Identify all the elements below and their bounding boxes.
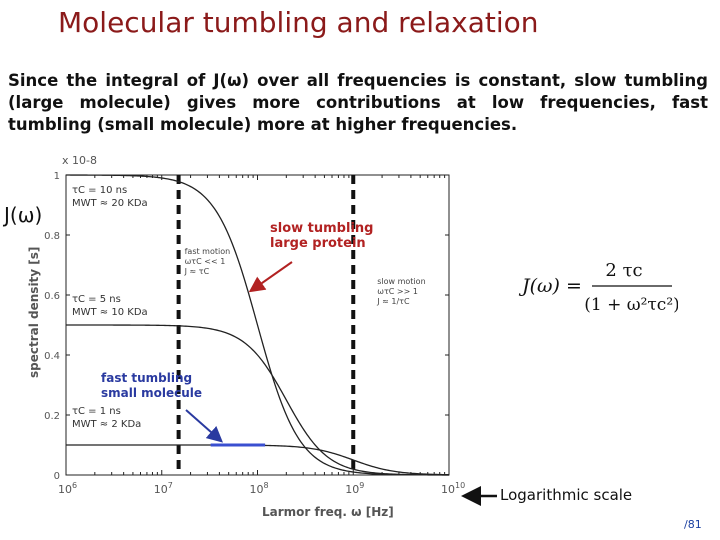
regime-label: ωτC >> 1 — [377, 287, 418, 296]
y-multiplier: x 10-8 — [62, 154, 97, 167]
page-number: /81 — [684, 518, 702, 531]
formula-numerator: 2 τc — [605, 260, 642, 281]
x-axis-label: Larmor freq. ω [Hz] — [262, 505, 394, 519]
fast-tumbling-arrow — [185, 409, 223, 443]
tumbling-annotation: large protein — [270, 236, 366, 251]
slow-tumbling-arrow — [248, 261, 293, 293]
x-tick-label: 1010 — [441, 481, 465, 496]
x-tick-label: 106 — [58, 481, 77, 496]
x-tick-label: 109 — [345, 481, 364, 496]
regime-label: fast motion — [185, 247, 231, 256]
y-tick-label: 1 — [54, 171, 60, 182]
slide-title: Molecular tumbling and relaxation — [58, 6, 539, 39]
formula-denominator: (1 + ω²τc²) — [584, 295, 678, 315]
series-label: MWT ≈ 20 KDa — [72, 198, 148, 209]
y-tick-label: 0.2 — [44, 411, 60, 422]
x-tick-label: 107 — [154, 481, 173, 496]
series-label: MWT ≈ 2 KDa — [72, 419, 141, 430]
regime-label: J ≈ 1/τC — [376, 297, 410, 306]
tumbling-annotation: small molecule — [101, 386, 202, 400]
spectral-density-curve — [66, 324, 449, 476]
formula-lhs: J(ω) = — [518, 275, 582, 297]
intro-text: Since the integral of J(ω) over all freq… — [8, 71, 708, 134]
tumbling-annotation: slow tumbling — [270, 221, 373, 236]
y-tick-label: 0.6 — [44, 291, 60, 302]
log-scale-note: Logarithmic scale — [500, 486, 633, 504]
y-tick-label: 0.4 — [44, 351, 60, 362]
series-label: MWT ≈ 10 KDa — [72, 307, 148, 318]
regime-label: slow motion — [377, 277, 425, 286]
series-label: τC = 10 ns — [72, 185, 127, 196]
j-omega-label: J(ω) — [4, 203, 43, 227]
y-tick-label: 0.8 — [44, 231, 60, 242]
series-label: τC = 1 ns — [72, 406, 121, 417]
y-axis-label: spectral density [s] — [27, 247, 41, 378]
spectral-density-formula: J(ω) = 2 τc (1 + ω²τc²) — [518, 260, 678, 315]
y-tick-label: 0 — [54, 471, 60, 482]
tumbling-annotation: fast tumbling — [101, 371, 192, 385]
regime-label: ωτC << 1 — [185, 257, 226, 266]
x-tick-label: 108 — [250, 481, 269, 496]
series-label: τC = 5 ns — [72, 294, 121, 305]
regime-label: J ≈ τC — [184, 267, 210, 276]
